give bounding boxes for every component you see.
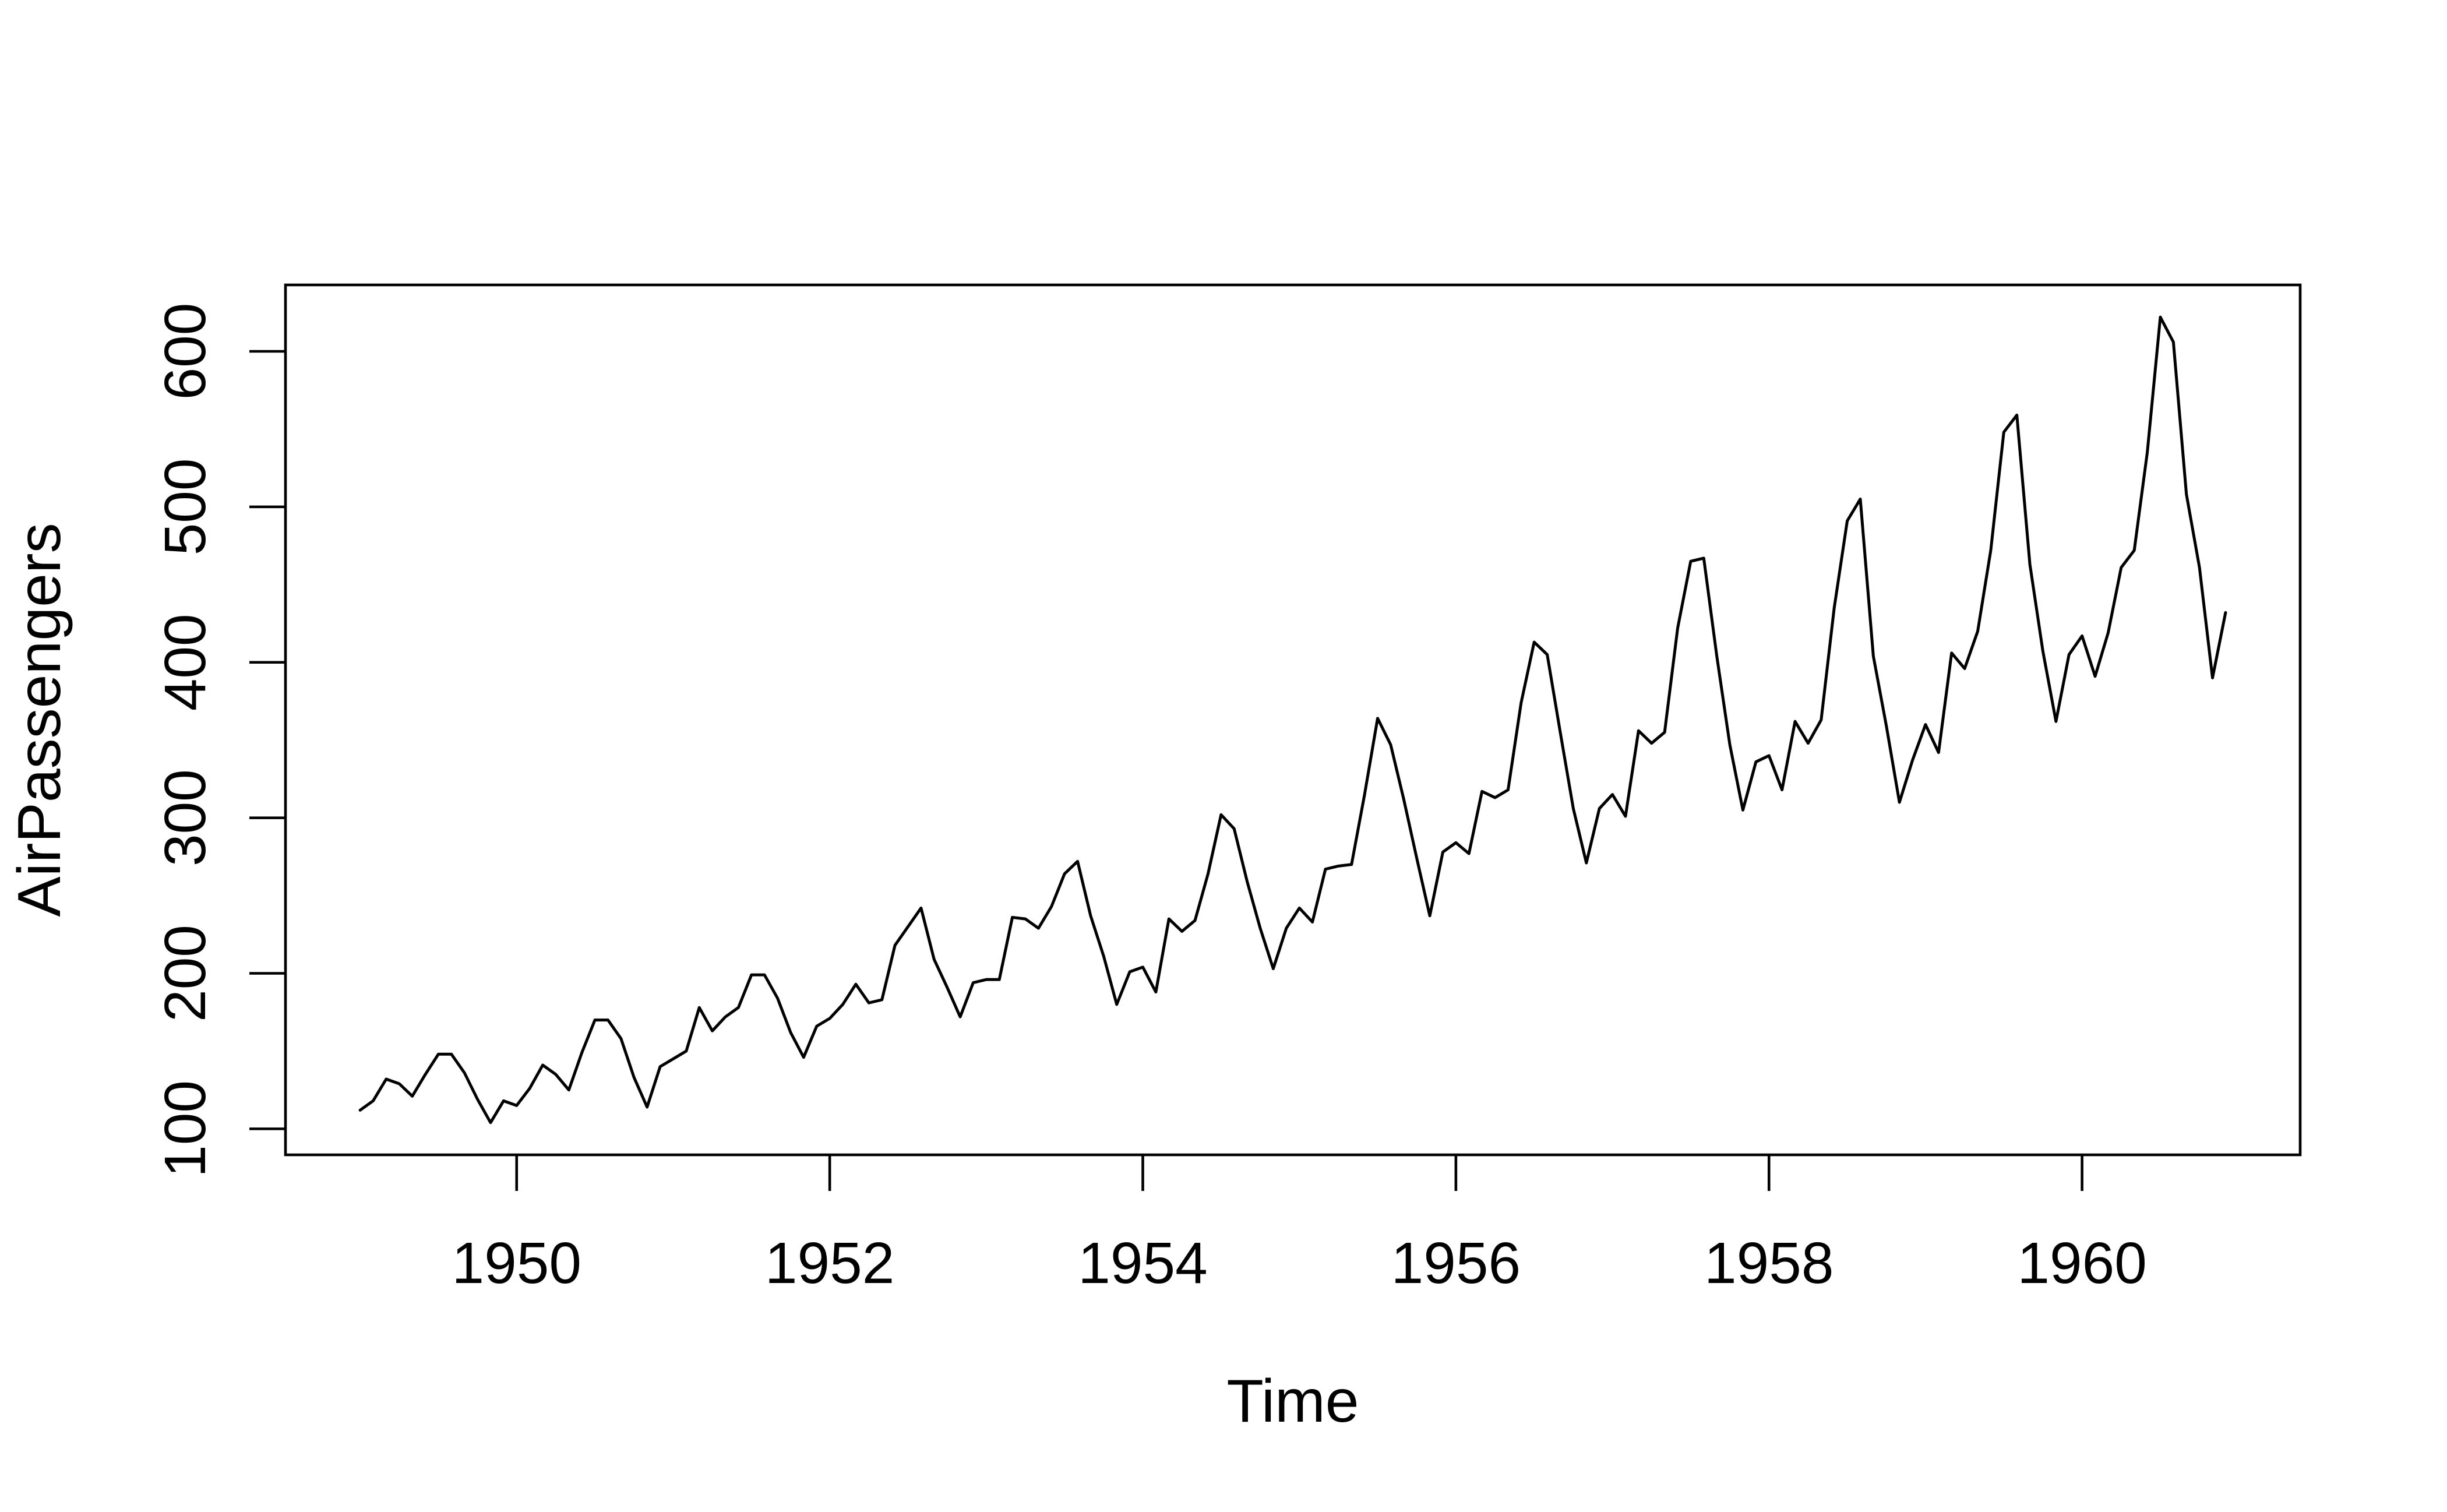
y-axis-title: AirPassengers	[6, 523, 73, 917]
x-axis-ticks	[515, 1155, 2083, 1191]
x-axis-tick-labels: 1950 1952 1954 1956 1958 1960	[452, 1231, 2147, 1296]
y-axis-ticks	[249, 350, 285, 1130]
y-tick-label: 400	[153, 614, 218, 711]
x-tick-label: 1960	[2017, 1231, 2146, 1296]
x-tick-label: 1958	[1704, 1231, 1834, 1296]
y-tick-label: 300	[153, 769, 218, 866]
y-axis-tick-labels: 100 200 300 400 500 600	[153, 303, 218, 1178]
x-axis-title: Time	[1226, 1368, 1359, 1435]
y-tick-label: 500	[153, 458, 218, 555]
plot-border	[284, 283, 2302, 1157]
x-tick-label: 1950	[452, 1231, 581, 1296]
y-tick-label: 600	[153, 303, 218, 400]
x-tick-label: 1952	[765, 1231, 894, 1296]
x-tick-label: 1954	[1078, 1231, 1207, 1296]
series-line	[358, 315, 2227, 1125]
x-tick-label: 1956	[1391, 1231, 1521, 1296]
y-tick-label: 100	[153, 1080, 218, 1178]
y-tick-label: 200	[153, 925, 218, 1022]
